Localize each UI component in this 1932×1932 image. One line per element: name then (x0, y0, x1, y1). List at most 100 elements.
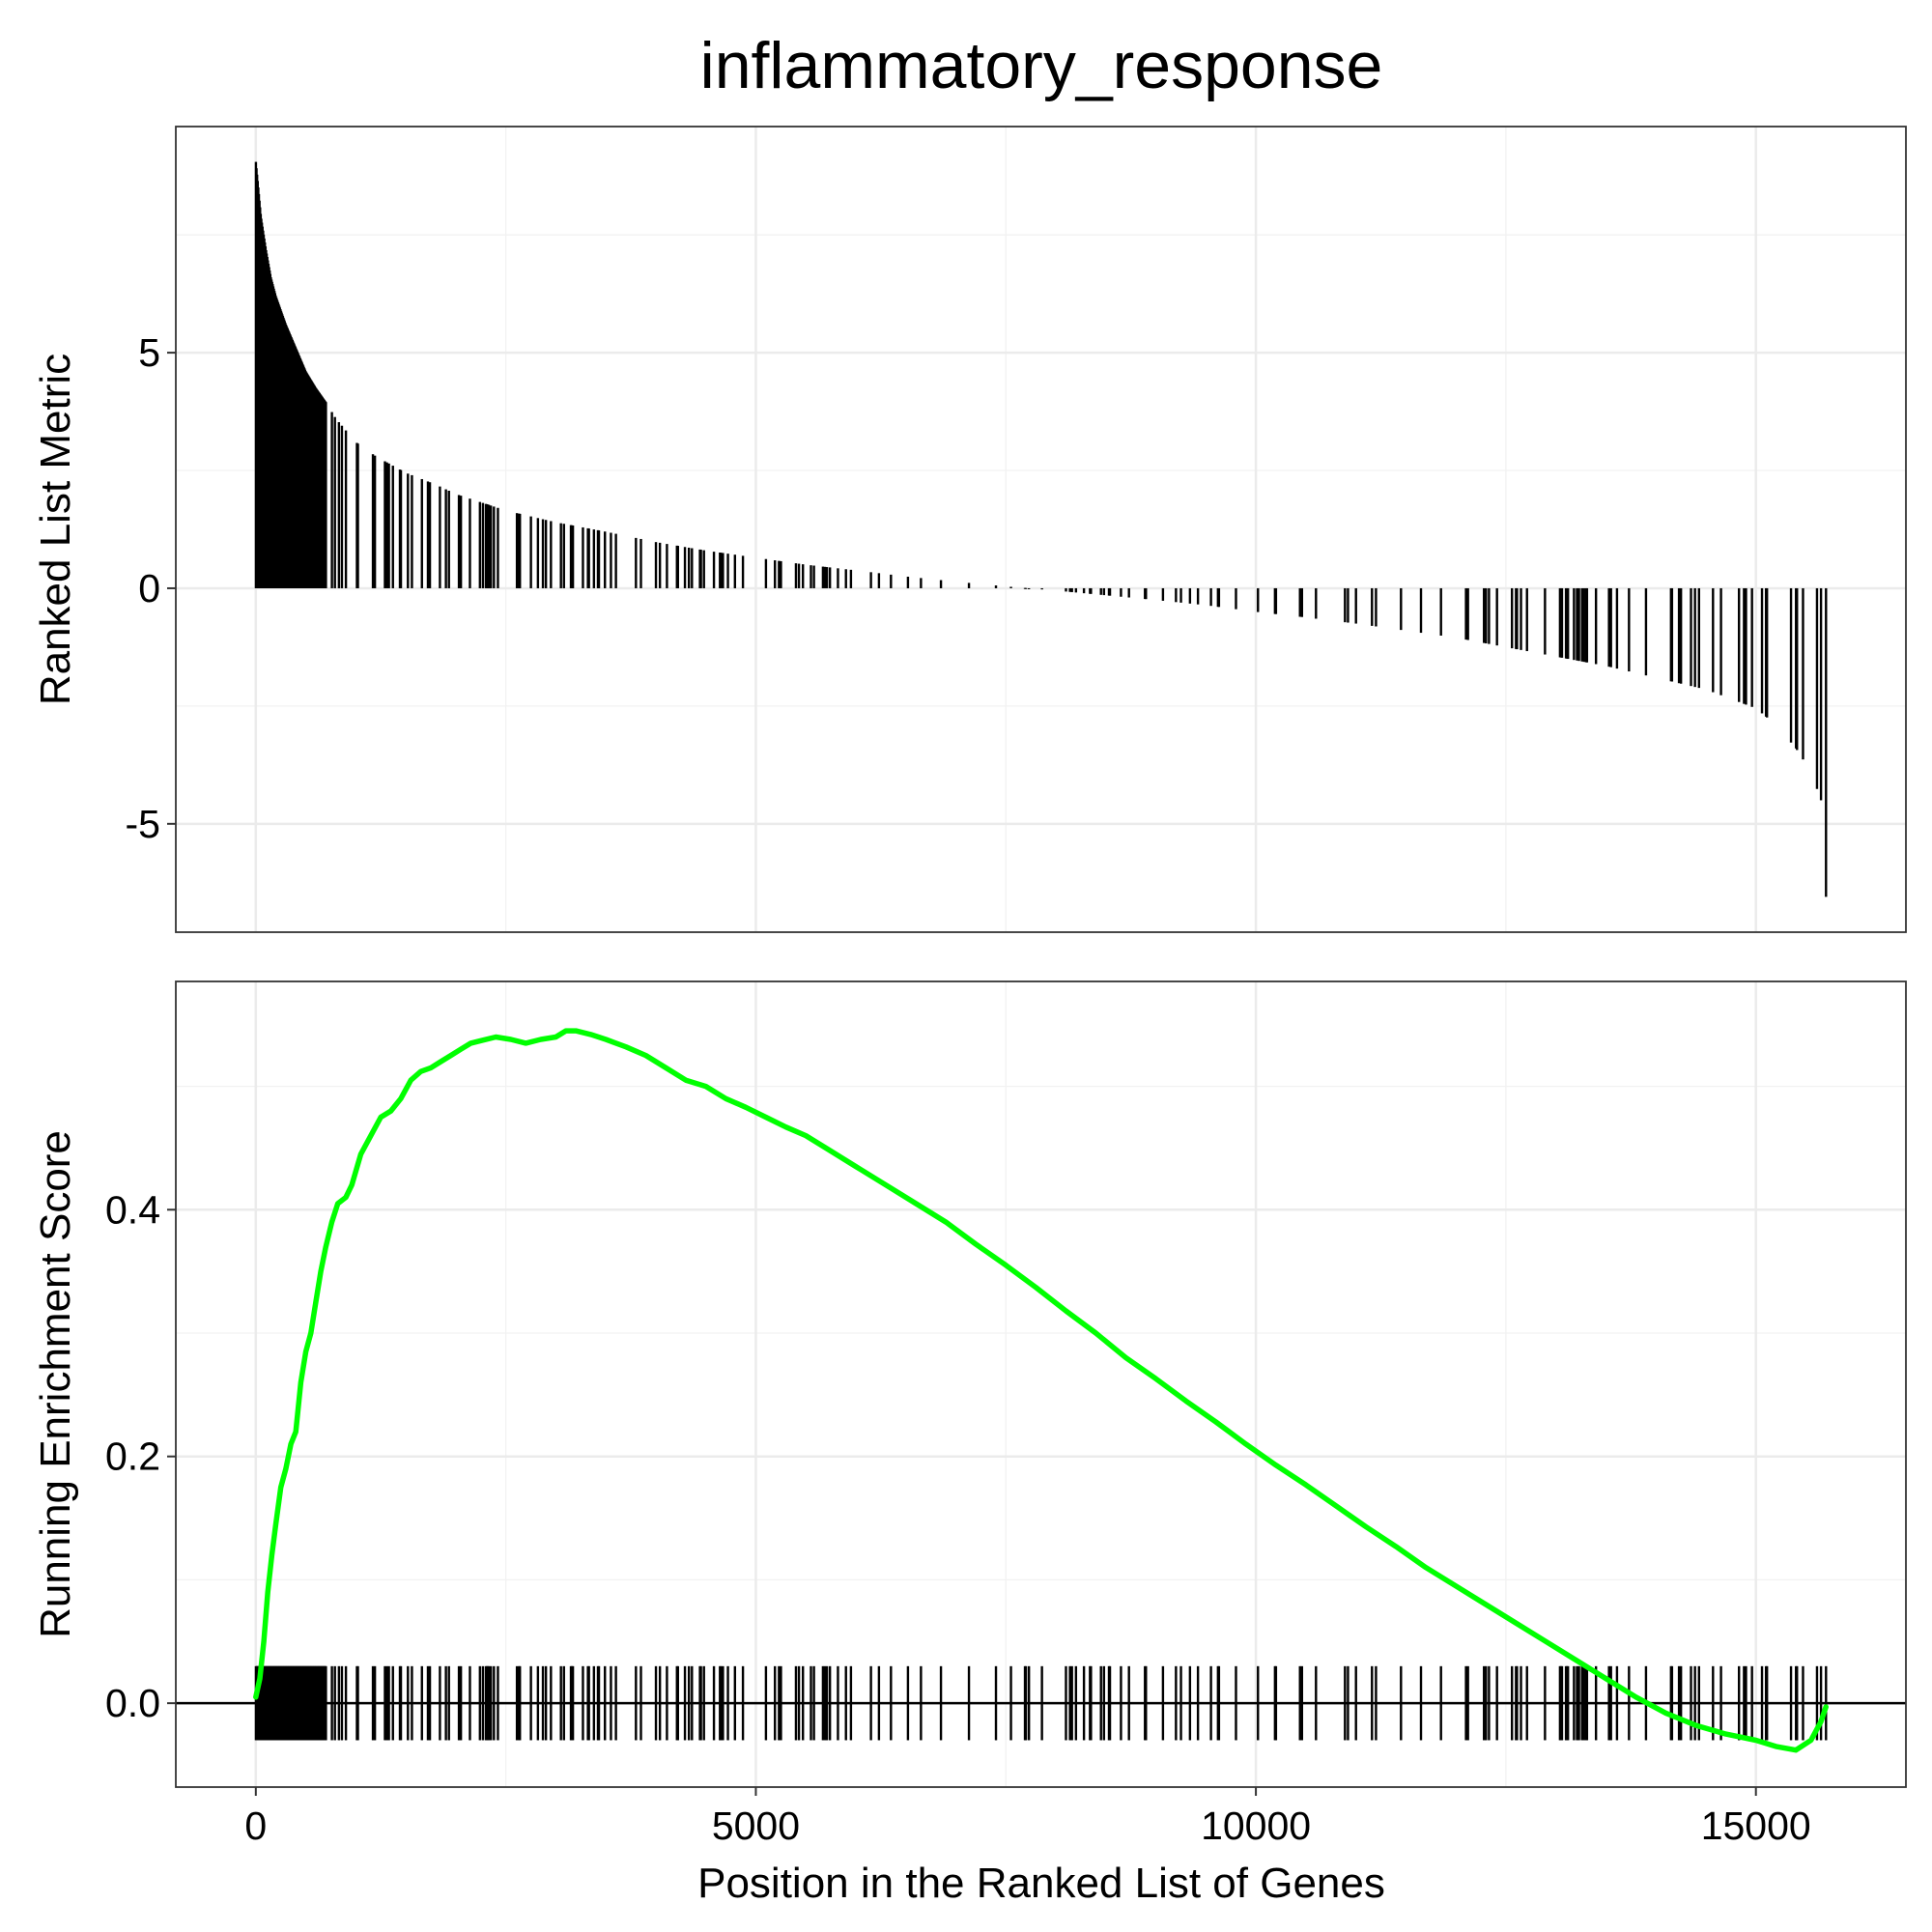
metric-bar (821, 566, 825, 588)
metric-bar (869, 572, 872, 588)
metric-bar (1819, 587, 1823, 801)
metric-bar (1712, 587, 1715, 693)
metric-bar (1585, 587, 1589, 663)
metric-bar (1615, 587, 1619, 669)
metric-bar (1464, 587, 1467, 640)
metric-bar (439, 486, 441, 588)
metric-bar (420, 478, 423, 588)
running-enrichment-line (253, 1028, 1829, 1753)
metric-bar (356, 443, 359, 588)
metric-bar (1344, 587, 1347, 623)
metric-bar (1099, 587, 1102, 595)
x-ticks: 0 5000 10000 15000 (244, 1787, 1811, 1848)
metric-bar (1300, 587, 1304, 617)
metric-bar (741, 555, 745, 588)
metric-bar (1488, 587, 1491, 644)
ranked-metric-y-label: Ranked List Metric (32, 354, 79, 705)
running-es-y-label: Running Enrichment Score (32, 1130, 79, 1638)
metric-bar (384, 461, 386, 588)
running-es-y-tick-label: 0.4 (105, 1187, 160, 1232)
metric-bar (1644, 587, 1648, 676)
metric-bar (774, 560, 777, 588)
metric-bar (1609, 587, 1612, 668)
metric-bar (1161, 587, 1165, 601)
metric-bar (658, 542, 662, 588)
metric-bar (1375, 587, 1378, 627)
metric-bar (497, 507, 499, 588)
metric-bar (1315, 587, 1318, 619)
metric-bar (1577, 587, 1580, 662)
ranked-metric-bars (254, 161, 1828, 897)
metric-bar (1485, 587, 1488, 644)
metric-bar (712, 552, 716, 588)
metric-bar (1274, 587, 1278, 614)
metric-bar (373, 455, 377, 588)
metric-bar (1628, 587, 1631, 672)
ranked-metric-frame (175, 126, 1907, 933)
metric-bar (906, 576, 910, 588)
metric-bar (399, 469, 403, 588)
metric-bar (654, 542, 658, 588)
metric-bar (1483, 587, 1486, 643)
ranked-metric-panel: 5 0 -5 Ranked List Metric (32, 126, 1907, 933)
metric-bar (683, 547, 687, 588)
metric-bar (1607, 587, 1610, 668)
metric-bar (722, 553, 724, 588)
metric-bar (536, 518, 540, 588)
metric-bar (478, 501, 482, 588)
metric-bar (1802, 587, 1804, 760)
metric-bar (587, 528, 590, 588)
metric-bar (812, 565, 815, 588)
metric-bar (1371, 587, 1374, 626)
running-es-panel: 0.0 0.2 0.4 0 5000 10000 15000 Running Enrich… (32, 980, 1907, 1907)
metric-bar (1120, 587, 1122, 597)
metric-bar (1566, 587, 1570, 660)
metric-bar (333, 416, 336, 588)
metric-bar (529, 516, 532, 588)
metric-bar (1525, 587, 1528, 652)
metric-bar (726, 554, 729, 588)
metric-bar (340, 425, 344, 588)
metric-bar (487, 504, 491, 588)
metric-bar (1760, 587, 1764, 714)
metric-bar (1745, 587, 1747, 705)
metric-bar (1594, 587, 1598, 665)
metric-bar (1679, 587, 1683, 684)
metric-bar (720, 553, 723, 588)
ranked-metric-y-ticks: 5 0 -5 (126, 330, 176, 846)
metric-bar (1544, 587, 1547, 655)
metric-bar (1027, 587, 1031, 589)
metric-bar (325, 402, 327, 588)
metric-bar (1750, 587, 1753, 707)
metric-bar (802, 564, 805, 588)
metric-bar (1719, 587, 1722, 696)
metric-bar (1068, 587, 1071, 592)
metric-bar (1024, 587, 1028, 589)
metric-bar (1825, 587, 1828, 897)
metric-bar (733, 554, 737, 588)
metric-bar (810, 565, 812, 588)
metric-bar (1815, 587, 1819, 789)
metric-bar (1693, 587, 1696, 688)
metric-bar (490, 505, 493, 588)
running-es-frame (175, 980, 1907, 1788)
metric-bar (639, 538, 642, 588)
metric-bar (797, 563, 801, 588)
x-axis-label: Position in the Ranked List of Genes (697, 1860, 1385, 1907)
metric-bar (391, 466, 394, 588)
metric-bar (1127, 587, 1130, 598)
metric-bar (1520, 587, 1522, 650)
metric-bar (481, 502, 485, 588)
metric-bar (1070, 587, 1073, 592)
metric-bar (1495, 587, 1498, 646)
metric-bar (1209, 587, 1212, 607)
metric-bar (1743, 587, 1746, 704)
metric-bar (385, 462, 388, 588)
metric-bar (592, 529, 596, 588)
metric-bar (1516, 587, 1519, 650)
metric-bar (823, 566, 827, 588)
metric-bar (330, 412, 333, 588)
metric-bar (1354, 587, 1357, 624)
metric-bar (778, 560, 781, 588)
